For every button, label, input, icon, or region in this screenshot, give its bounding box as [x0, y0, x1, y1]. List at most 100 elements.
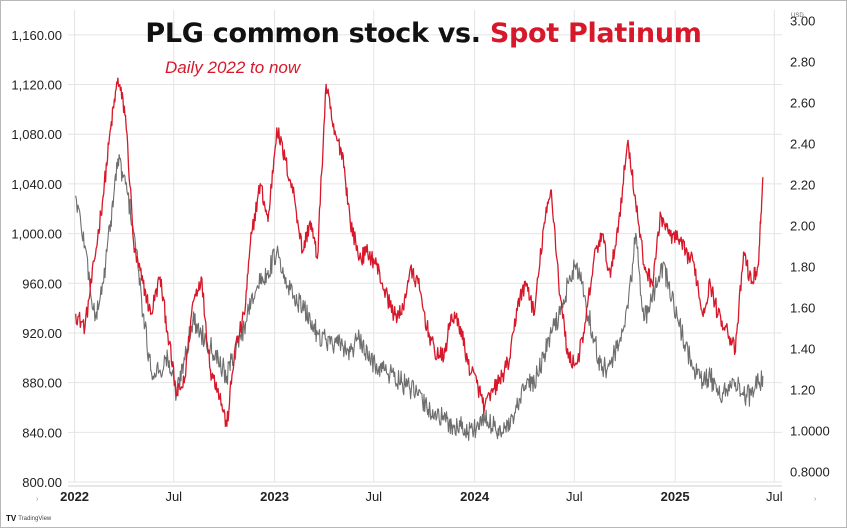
plg-data-point	[734, 381, 737, 384]
y-right-tick-label: 1.20	[790, 383, 815, 398]
plg-data-point	[200, 332, 202, 334]
y-right-tick-label: 0.8000	[790, 465, 830, 480]
platinum-data-point	[183, 381, 185, 384]
plg-data-point	[217, 356, 219, 359]
platinum-data-point	[757, 263, 760, 266]
platinum-data-point	[84, 325, 86, 328]
plg-data-point	[725, 388, 727, 390]
platinum-data-point	[426, 325, 428, 328]
platinum-data-point	[133, 251, 136, 254]
platinum-data-point	[517, 301, 519, 303]
platinum-data-point	[734, 350, 737, 353]
platinum-data-point	[742, 251, 745, 254]
platinum-data-point	[109, 127, 112, 129]
platinum-data-point	[501, 375, 503, 378]
tradingview-logo-icon: TV	[6, 514, 17, 523]
platinum-data-point	[684, 251, 687, 254]
plg-data-point	[600, 369, 603, 372]
platinum-data-point	[175, 394, 178, 396]
platinum-data-point	[627, 139, 629, 142]
y-left-tick-label: 1,160.00	[11, 28, 62, 43]
series-layer	[74, 77, 764, 441]
plg-data-point	[358, 338, 361, 340]
plg-data-point	[501, 431, 503, 434]
plg-data-point	[609, 363, 612, 365]
plg-data-point	[333, 344, 336, 347]
chart-subtitle: Daily 2022 to now	[165, 58, 301, 77]
platinum-data-point	[142, 282, 144, 285]
plg-data-point	[166, 356, 169, 359]
plg-data-point	[627, 307, 629, 309]
platinum-data-point	[717, 313, 719, 316]
plg-data-point	[651, 301, 653, 303]
platinum-data-point	[559, 294, 561, 297]
plg-data-point	[383, 369, 385, 372]
y-right-tick-label: 2.20	[790, 177, 815, 192]
platinum-data-point	[259, 183, 262, 185]
corner-marker-left: ›	[36, 496, 39, 503]
platinum-data-point	[525, 282, 528, 285]
y-axis-right: 0.8000 1.0000 1.20 1.40 1.60 1.80 2.00 2.20 2.40…	[790, 13, 830, 479]
platinum-data-point	[567, 356, 570, 359]
platinum-series-line	[75, 77, 764, 428]
x-tick-label: Jul	[165, 489, 182, 504]
plg-data-point	[575, 263, 578, 266]
platinum-data-point	[349, 220, 352, 222]
platinum-data-point	[149, 313, 152, 316]
plg-data-point	[159, 369, 161, 372]
plg-data-point	[284, 282, 286, 285]
plg-data-point	[533, 381, 536, 384]
platinum-data-point	[643, 263, 645, 266]
y-right-tick-label: 1.40	[790, 342, 815, 357]
plg-data-point	[433, 412, 436, 415]
plg-data-point	[124, 183, 127, 185]
platinum-data-point	[634, 201, 637, 204]
platinum-data-point	[293, 195, 296, 198]
x-tick-label: Jul	[365, 489, 382, 504]
y-right-tick-label: 2.80	[790, 54, 815, 69]
platinum-data-point	[575, 363, 578, 365]
y-left-tick-label: 960.00	[22, 276, 62, 291]
platinum-data-point	[124, 114, 127, 117]
platinum-data-point	[192, 301, 194, 303]
plg-data-point	[525, 381, 528, 384]
plg-data-point	[409, 388, 411, 390]
y-right-tick-label: 1.0000	[790, 424, 830, 439]
plg-data-point	[400, 381, 403, 384]
y-right-tick-label: 2.40	[790, 136, 815, 151]
platinum-data-point	[509, 356, 512, 359]
platinum-data-point	[583, 332, 585, 334]
platinum-data-point	[267, 220, 269, 222]
plg-data-point	[192, 319, 194, 322]
plg-data-point	[475, 425, 478, 427]
plg-data-point	[567, 282, 570, 285]
grid-lines	[68, 10, 782, 483]
y-left-tick-label: 1,000.00	[11, 227, 62, 242]
platinum-data-point	[609, 276, 612, 278]
platinum-data-point	[233, 350, 236, 353]
platinum-data-point	[677, 238, 679, 241]
plg-data-point	[102, 282, 104, 285]
platinum-data-point	[166, 332, 169, 334]
plg-data-point	[443, 419, 445, 421]
plg-data-point	[550, 332, 553, 334]
plg-data-point	[142, 313, 144, 316]
y-right-tick-label: 2.00	[790, 218, 815, 233]
platinum-data-point	[366, 251, 369, 254]
plg-data-point	[542, 356, 545, 359]
platinum-data-point	[701, 313, 704, 316]
platinum-data-point	[243, 313, 246, 316]
plg-data-point	[617, 344, 620, 347]
platinum-data-point	[375, 263, 378, 266]
plg-data-point	[341, 344, 344, 347]
plg-data-point	[349, 350, 352, 353]
plg-data-point	[709, 375, 712, 378]
plg-data-point	[316, 332, 319, 334]
y-left-tick-label: 1,040.00	[11, 177, 62, 192]
plg-data-point	[267, 270, 269, 272]
plg-data-point	[583, 294, 585, 297]
x-tick-label: 2023	[260, 489, 289, 504]
platinum-data-point	[475, 381, 478, 384]
plg-data-point	[450, 425, 453, 427]
